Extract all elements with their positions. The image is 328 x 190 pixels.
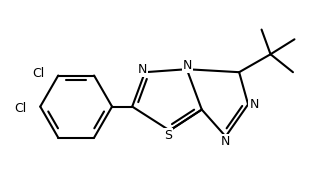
Text: S: S xyxy=(164,129,172,142)
Text: N: N xyxy=(221,135,230,148)
Text: Cl: Cl xyxy=(32,67,45,80)
Text: N: N xyxy=(183,59,192,72)
Text: N: N xyxy=(249,98,259,111)
Text: N: N xyxy=(137,63,147,76)
Text: Cl: Cl xyxy=(14,102,27,115)
